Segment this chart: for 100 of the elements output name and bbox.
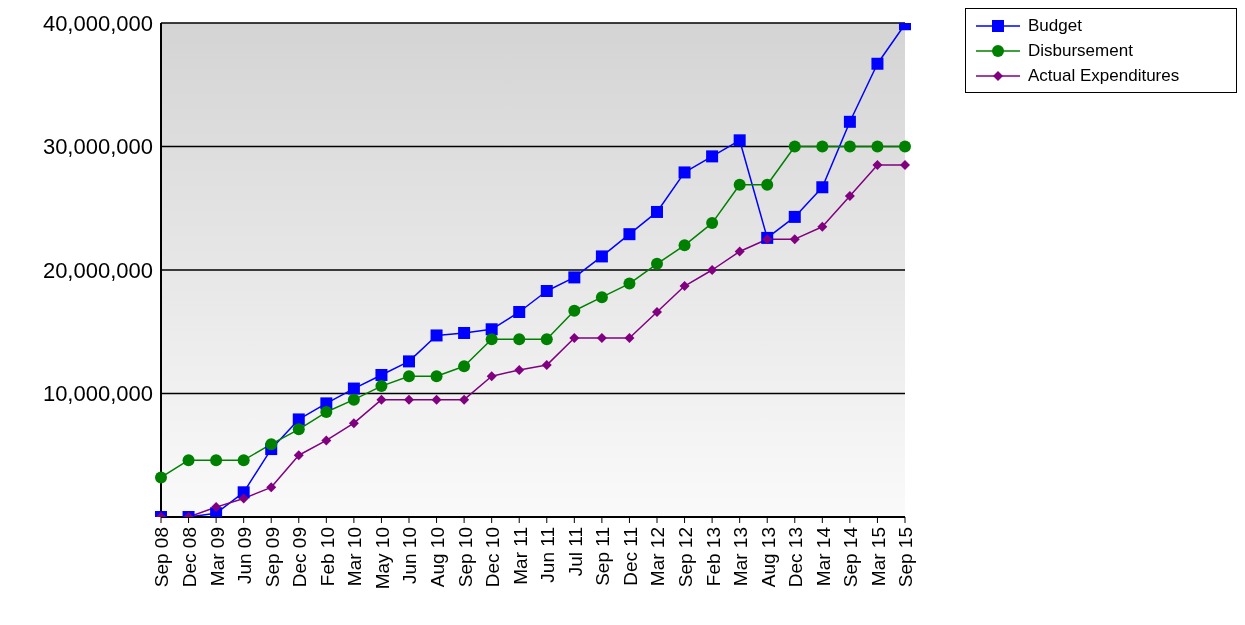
- point: [900, 160, 910, 171]
- point: [211, 502, 222, 513]
- point: [430, 329, 443, 342]
- point: [293, 450, 304, 461]
- point: [513, 333, 526, 346]
- point: [348, 418, 359, 429]
- point: [817, 221, 828, 232]
- point: [652, 306, 662, 317]
- point: [320, 406, 333, 419]
- x-tick-label: Dec 13: [785, 527, 807, 588]
- point: [541, 360, 552, 371]
- y-tick-label: 10,000,000: [42, 381, 153, 407]
- point: [375, 380, 388, 393]
- point: [347, 382, 360, 395]
- x-tick-label: Dec 11: [619, 527, 641, 586]
- x-tick-label: Sep 09: [261, 527, 283, 588]
- x-tick-label: Sep 14: [840, 526, 862, 588]
- x-tick-label: Jul 11: [564, 527, 586, 577]
- point: [651, 205, 663, 218]
- point: [403, 355, 415, 368]
- x-tick-label: Sep 11: [592, 527, 614, 586]
- point: [292, 413, 305, 426]
- point: [651, 257, 663, 270]
- point: [485, 323, 498, 336]
- x-tick-label: Aug 10: [427, 527, 449, 588]
- point: [788, 210, 801, 223]
- point: [624, 332, 635, 343]
- x-tick-label: Mar 14: [812, 526, 834, 587]
- x-tick-label: Dec 08: [179, 527, 201, 588]
- point: [706, 150, 719, 163]
- x-tick-label: Dec 09: [289, 527, 311, 588]
- point: [595, 291, 608, 304]
- point: [761, 178, 774, 191]
- x-tick-label: Mar 11: [509, 527, 531, 585]
- point: [540, 333, 553, 346]
- y-tick-label: 30,000,000: [42, 134, 153, 160]
- point: [265, 438, 278, 451]
- point: [569, 332, 580, 343]
- point: [844, 190, 855, 201]
- point: [596, 332, 607, 343]
- x-tick-label: Jun 10: [399, 527, 421, 585]
- point: [292, 423, 305, 436]
- point: [733, 178, 746, 191]
- x-tick-label: Sep 15: [895, 527, 917, 588]
- x-tick-label: Jun 09: [234, 527, 256, 585]
- point: [678, 239, 691, 252]
- point: [706, 217, 719, 230]
- point: [375, 368, 388, 381]
- point: [679, 281, 690, 292]
- x-tick-label: Mar 13: [730, 527, 752, 587]
- point: [404, 394, 414, 405]
- point: [237, 454, 250, 467]
- point: [376, 394, 387, 405]
- x-tick-label: Sep 08: [151, 527, 173, 588]
- x-tick-label: Mar 12: [647, 527, 669, 587]
- x-tick-label: Dec 10: [482, 527, 504, 588]
- point: [734, 246, 745, 257]
- legend-label: Disbursement: [1028, 40, 1133, 62]
- point: [182, 454, 195, 467]
- x-tick-label: Jun 11: [537, 527, 559, 583]
- point: [458, 360, 471, 373]
- x-tick-label: Feb 13: [702, 527, 724, 587]
- point: [238, 493, 249, 504]
- point: [540, 285, 553, 297]
- point: [513, 305, 526, 318]
- point: [816, 140, 829, 153]
- point: [347, 393, 360, 406]
- point: [595, 250, 608, 263]
- point: [899, 140, 911, 153]
- point: [459, 394, 470, 405]
- point: [210, 454, 223, 467]
- point: [266, 482, 277, 493]
- point: [486, 371, 497, 382]
- point: [623, 277, 636, 290]
- point: [789, 234, 800, 245]
- point: [872, 160, 883, 171]
- point: [321, 435, 332, 446]
- x-tick-label: Mar 10: [344, 527, 366, 587]
- point: [788, 140, 801, 153]
- x-tick-label: Mar 15: [867, 527, 889, 587]
- legend-label: Actual Expenditures: [1028, 65, 1180, 87]
- point: [485, 333, 498, 346]
- point: [871, 57, 884, 70]
- x-tick-label: May 10: [371, 527, 393, 590]
- x-tick-label: Aug 13: [757, 527, 779, 588]
- point: [733, 134, 746, 147]
- point: [568, 271, 581, 284]
- x-tick-label: Sep 10: [454, 527, 476, 588]
- point: [871, 140, 884, 153]
- x-tick-label: Sep 12: [675, 527, 697, 588]
- point: [431, 394, 442, 405]
- point: [458, 326, 471, 339]
- point: [430, 370, 443, 383]
- y-tick-label: 40,000,000: [42, 10, 153, 36]
- point: [707, 265, 718, 275]
- point: [843, 140, 856, 153]
- legend-label: Budget: [1028, 15, 1082, 37]
- point: [816, 181, 829, 194]
- x-tick-label: Feb 10: [316, 527, 338, 587]
- point: [568, 304, 581, 317]
